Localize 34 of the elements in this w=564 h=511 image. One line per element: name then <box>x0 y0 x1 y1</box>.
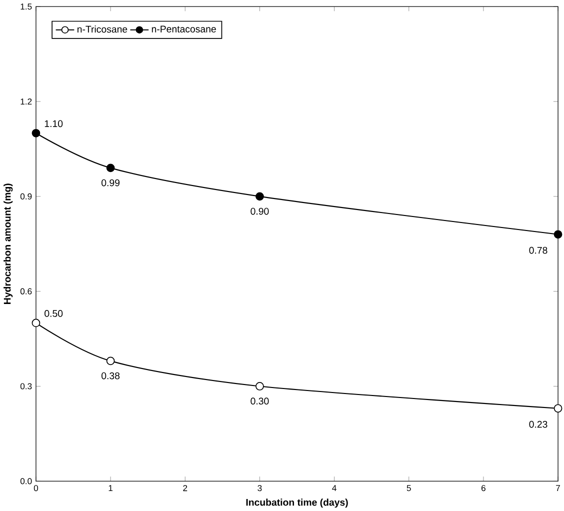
y-tick-label: 0.3 <box>20 383 32 390</box>
x-tick-label: 1 <box>108 484 113 491</box>
legend-label: n-Pentacosane <box>152 26 216 32</box>
x-tick-label: 2 <box>183 484 188 491</box>
point <box>32 128 40 138</box>
y-tick-label: 0.0 <box>20 478 32 484</box>
point <box>554 230 562 238</box>
point <box>256 192 264 200</box>
y-tick-label: 1.5 <box>20 3 32 10</box>
point <box>32 318 40 328</box>
data-label: 0.99 <box>102 179 120 186</box>
data-label: 0.78 <box>529 246 548 254</box>
x-tick-label: 3 <box>258 484 262 492</box>
point <box>554 404 562 412</box>
y-axis-title: Hydrocarbon amount (mg) <box>4 184 13 304</box>
x-tick-label: 4 <box>332 484 336 491</box>
y-tick-label: 1.2 <box>20 98 32 104</box>
data-label: 0.38 <box>102 372 120 380</box>
data-label: 0.23 <box>529 420 548 428</box>
y-tick-label: 0.6 <box>20 288 32 294</box>
x-tick-label: 7 <box>556 484 560 491</box>
x-tick-label: 6 <box>482 484 486 492</box>
x-tick-label: 5 <box>406 484 411 491</box>
point <box>106 356 115 366</box>
data-label: 1.10 <box>44 120 63 127</box>
point <box>106 164 115 172</box>
legend-label: n-Tricosane <box>78 25 128 33</box>
point <box>256 382 264 390</box>
x-tick-label: 0 <box>34 484 38 492</box>
data-label: 0.30 <box>250 398 269 404</box>
y-tick-label: 0.9 <box>20 193 32 200</box>
x-axis-title: Incubation time (days) <box>246 498 348 508</box>
data-label: 0.90 <box>250 208 269 215</box>
data-label: 0.50 <box>44 310 63 317</box>
